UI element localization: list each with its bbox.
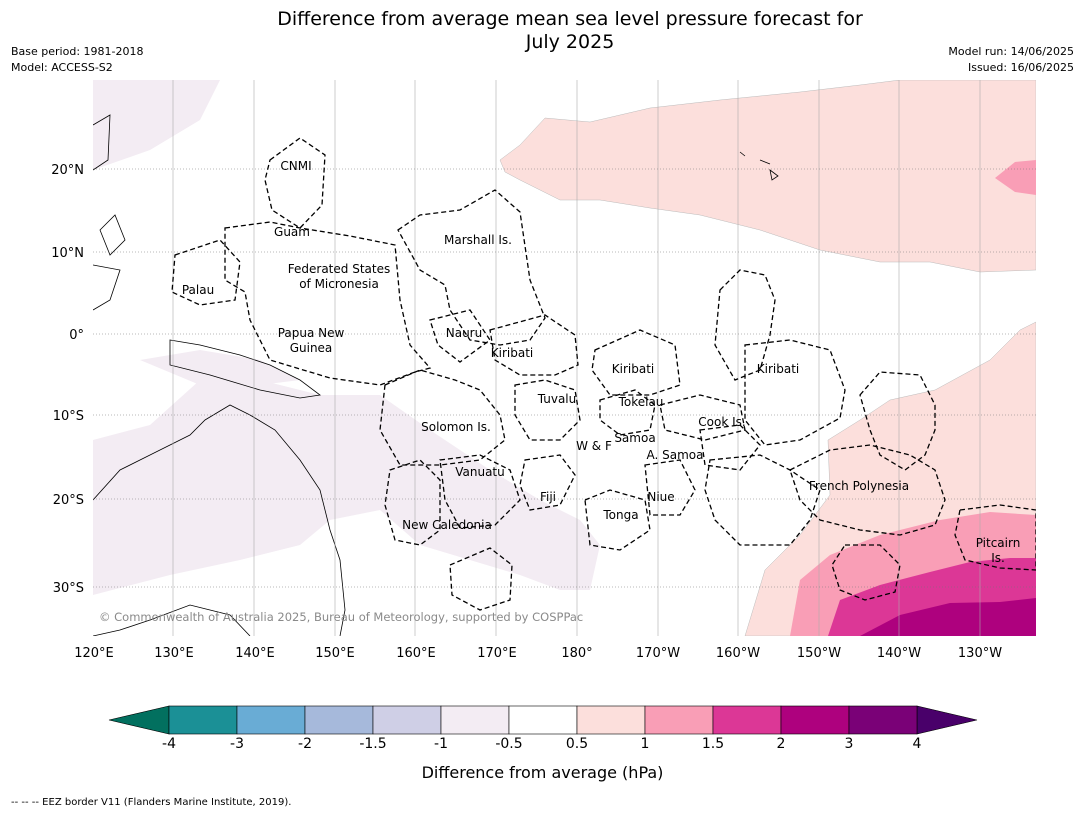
colorbar-tick-label: 1.5 bbox=[701, 736, 725, 752]
colorbar-tick-label: 4 bbox=[912, 736, 922, 752]
label-png-line2: Guinea bbox=[290, 341, 333, 355]
metadata-left: Base period: 1981-2018 Model: ACCESS-S2 bbox=[11, 44, 143, 76]
colorbar-tick-label: 1 bbox=[640, 736, 650, 752]
colorbar-tick-label: -1 bbox=[434, 736, 448, 752]
lon-tick: 140°W bbox=[877, 646, 921, 661]
map-frame: © Commonwealth of Australia 2025, Bureau… bbox=[93, 80, 1036, 636]
colorbar-tick-label: -4 bbox=[162, 736, 176, 752]
colorbar-over-arrow bbox=[916, 705, 978, 735]
colorbar-title: Difference from average (hPa) bbox=[421, 763, 664, 782]
lat-tick: 20°S bbox=[53, 493, 84, 508]
copyright-notice: © Commonwealth of Australia 2025, Bureau… bbox=[99, 610, 583, 624]
label-marshall-islands: Marshall Is. bbox=[444, 233, 512, 247]
label-kiribati-central: Kiribati bbox=[612, 362, 654, 376]
lon-tick: 130°W bbox=[958, 646, 1002, 661]
longitude-axis: 120°E 130°E 140°E 150°E 160°E 170°E 180°… bbox=[74, 646, 1002, 661]
label-new-caledonia: New Caledonia bbox=[402, 518, 492, 532]
colorbar-segment bbox=[168, 705, 238, 735]
colorbar-segment bbox=[372, 705, 442, 735]
model-run: Model run: 14/06/2025 bbox=[948, 45, 1074, 58]
lon-tick: 180° bbox=[561, 646, 592, 661]
issued-date: Issued: 16/06/2025 bbox=[967, 61, 1074, 74]
latitude-axis: 20°N 10°N 0° 10°S 20°S 30°S bbox=[51, 163, 84, 596]
colorbar-segment bbox=[644, 705, 714, 735]
label-wallis-futuna: W & F bbox=[576, 439, 612, 453]
label-kiribati-east: Kiribati bbox=[757, 362, 799, 376]
lat-tick: 20°N bbox=[51, 163, 84, 178]
label-samoa: Samoa bbox=[614, 431, 655, 445]
lat-tick: 10°S bbox=[53, 409, 84, 424]
lon-tick: 150°E bbox=[315, 646, 355, 661]
lon-tick: 120°E bbox=[74, 646, 114, 661]
colorbar-tick-label: -0.5 bbox=[495, 736, 523, 752]
colorbar-tick-label: -3 bbox=[230, 736, 244, 752]
label-pitcairn-line1: Pitcairn bbox=[976, 536, 1021, 550]
label-solomon-islands: Solomon Is. bbox=[421, 420, 491, 434]
lon-tick: 160°W bbox=[716, 646, 760, 661]
label-american-samoa: A. Samoa bbox=[647, 448, 704, 462]
label-tokelau: Tokelau bbox=[618, 395, 664, 409]
label-nauru: Nauru bbox=[446, 326, 482, 340]
lat-tick: 0° bbox=[69, 328, 84, 343]
anomaly-region-mid-pink-north bbox=[995, 160, 1036, 195]
label-tuvalu: Tuvalu bbox=[537, 392, 577, 406]
label-fsm-line1: Federated States bbox=[288, 262, 390, 276]
title-line-1: Difference from average mean sea level p… bbox=[277, 8, 863, 30]
label-pitcairn-line2: Is. bbox=[991, 551, 1005, 565]
metadata-right: Model run: 14/06/2025 Issued: 16/06/2025 bbox=[948, 44, 1074, 76]
eez-footnote: -- -- -- EEZ border V11 (Flanders Marine… bbox=[11, 797, 292, 808]
colorbar-segment bbox=[780, 705, 850, 735]
lat-tick: 30°S bbox=[53, 581, 84, 596]
label-fsm-line2: of Micronesia bbox=[299, 277, 379, 291]
label-png-line1: Papua New bbox=[278, 326, 345, 340]
colorbar-segment bbox=[304, 705, 374, 735]
lon-tick: 140°E bbox=[235, 646, 275, 661]
eez-borders bbox=[171, 137, 1036, 611]
colorbar-segment bbox=[440, 705, 510, 735]
label-niue: Niue bbox=[647, 490, 674, 504]
model-name: Model: ACCESS-S2 bbox=[11, 61, 113, 74]
base-period: Base period: 1981-2018 bbox=[11, 45, 144, 58]
label-cnmi: CNMI bbox=[280, 159, 311, 173]
anomaly-region-light-negative-north bbox=[93, 80, 220, 170]
colorbar-segment bbox=[848, 705, 918, 735]
coastlines bbox=[93, 114, 779, 636]
lon-tick: 170°W bbox=[636, 646, 680, 661]
colorbar-tick-label: -1.5 bbox=[359, 736, 387, 752]
colorbar-segment bbox=[236, 705, 306, 735]
colorbar-segment bbox=[712, 705, 782, 735]
map-title: Difference from average mean sea level p… bbox=[0, 8, 1085, 54]
label-guam: Guam bbox=[274, 225, 310, 239]
colorbar-tick-label: 2 bbox=[776, 736, 786, 752]
colorbar-under-arrow bbox=[108, 705, 170, 735]
title-line-2: July 2025 bbox=[525, 31, 615, 53]
label-palau: Palau bbox=[182, 283, 214, 297]
lon-tick: 160°E bbox=[396, 646, 436, 661]
colorbar-segment bbox=[576, 705, 646, 735]
label-cook-islands: Cook Is. bbox=[698, 415, 745, 429]
colorbar-tick-label: 0.5 bbox=[565, 736, 589, 752]
label-vanuatu: Vanuatu bbox=[455, 465, 505, 479]
colorbar bbox=[108, 705, 978, 735]
colorbar-segment bbox=[508, 705, 578, 735]
anomaly-region-purple-south bbox=[860, 598, 1036, 636]
colorbar-tick-label: 3 bbox=[844, 736, 854, 752]
label-tonga: Tonga bbox=[602, 508, 638, 522]
label-kiribati-west: Kiribati bbox=[491, 346, 533, 360]
lon-tick: 170°E bbox=[477, 646, 517, 661]
lat-tick: 10°N bbox=[51, 246, 84, 261]
anomaly-region-light-negative-png bbox=[140, 350, 300, 385]
lon-tick: 130°E bbox=[154, 646, 194, 661]
label-french-polynesia: French Polynesia bbox=[809, 479, 909, 493]
colorbar-tick-label: -2 bbox=[298, 736, 312, 752]
anomaly-region-light-negative bbox=[93, 380, 600, 595]
label-fiji: Fiji bbox=[540, 490, 556, 504]
latitude-lines bbox=[93, 168, 1036, 588]
lon-tick: 150°W bbox=[797, 646, 841, 661]
region-labels: CNMI Guam Marshall Is. Federated States … bbox=[182, 159, 1020, 565]
